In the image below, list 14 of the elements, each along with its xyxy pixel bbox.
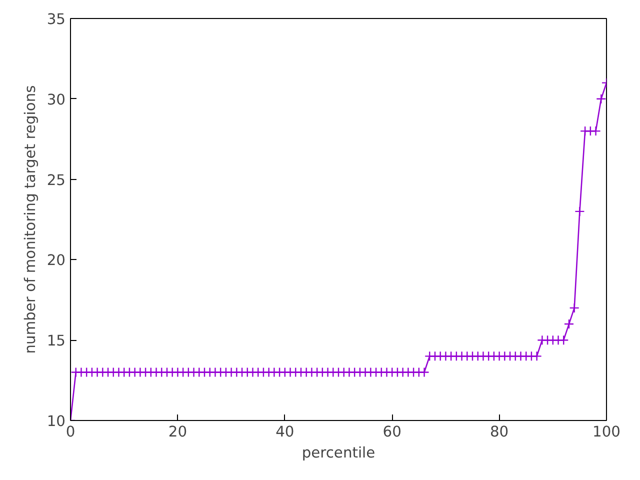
y-tick-label: 35 — [46, 11, 66, 28]
y-tick-label: 15 — [46, 332, 66, 350]
y-tick-label: 20 — [46, 252, 66, 270]
x-tick-label: 20 — [168, 424, 188, 440]
x-axis-title: percentile — [302, 444, 376, 462]
x-tick-label: 40 — [276, 424, 294, 440]
x-tick-label: 60 — [382, 424, 402, 440]
x-tick-label: 80 — [490, 424, 509, 440]
x-tick-label: 100 — [592, 424, 620, 440]
x-tick-label: 0 — [66, 424, 76, 440]
y-tick-label: 10 — [46, 413, 66, 430]
y-axis-title: number of monitoring target regions — [22, 85, 39, 354]
y-tick-label: 25 — [46, 172, 66, 189]
y-tick-label: 30 — [46, 91, 66, 108]
